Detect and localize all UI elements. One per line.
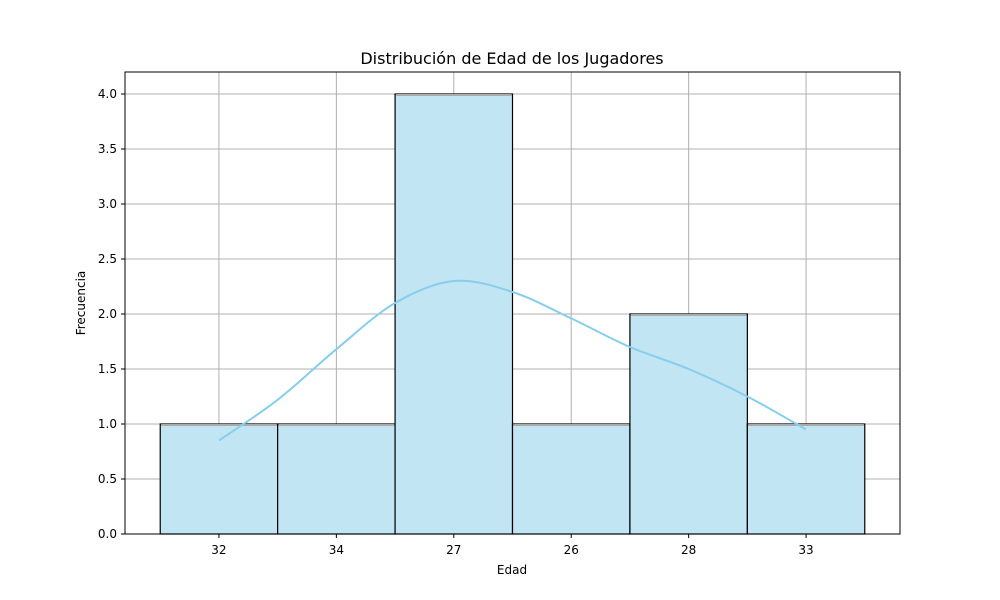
kde-curve-layer xyxy=(218,279,807,442)
x-axis-label: Edad xyxy=(497,563,527,577)
y-tick-label: 1.0 xyxy=(98,417,117,431)
plot-frame xyxy=(124,71,901,535)
bar-34 xyxy=(277,423,396,535)
bars xyxy=(159,93,866,535)
y-tick-label: 0.0 xyxy=(98,527,117,541)
bar-33 xyxy=(746,423,866,535)
chart-title: Distribución de Edad de los Jugadores xyxy=(360,49,663,68)
x-tick-label: 26 xyxy=(564,543,579,557)
x-tick-label: 32 xyxy=(211,543,226,557)
y-tick-label: 1.5 xyxy=(98,362,117,376)
y-tick-label: 3.5 xyxy=(98,142,117,156)
bar-26 xyxy=(511,423,631,535)
y-tick-label: 0.5 xyxy=(98,472,117,486)
kde-curve xyxy=(218,279,807,442)
y-tick-label: 2.0 xyxy=(98,307,117,321)
x-tick-label: 34 xyxy=(329,543,344,557)
y-ticks: 0.0 0.5 1.0 1.5 2.0 2.5 3.0 3.5 4.0 xyxy=(98,87,125,541)
y-tick-label: 2.5 xyxy=(98,252,117,266)
x-tick-label: 33 xyxy=(798,543,813,557)
y-axis-label: Frecuencia xyxy=(74,271,88,336)
bar-32 xyxy=(159,423,279,535)
bar-27 xyxy=(394,93,514,535)
y-tick-label: 4.0 xyxy=(98,87,117,101)
x-tick-label: 27 xyxy=(446,543,461,557)
y-tick-label: 3.0 xyxy=(98,197,117,211)
x-tick-label: 28 xyxy=(681,543,696,557)
bar-28 xyxy=(629,313,748,535)
x-ticks: 32 34 27 26 28 33 xyxy=(211,534,814,557)
